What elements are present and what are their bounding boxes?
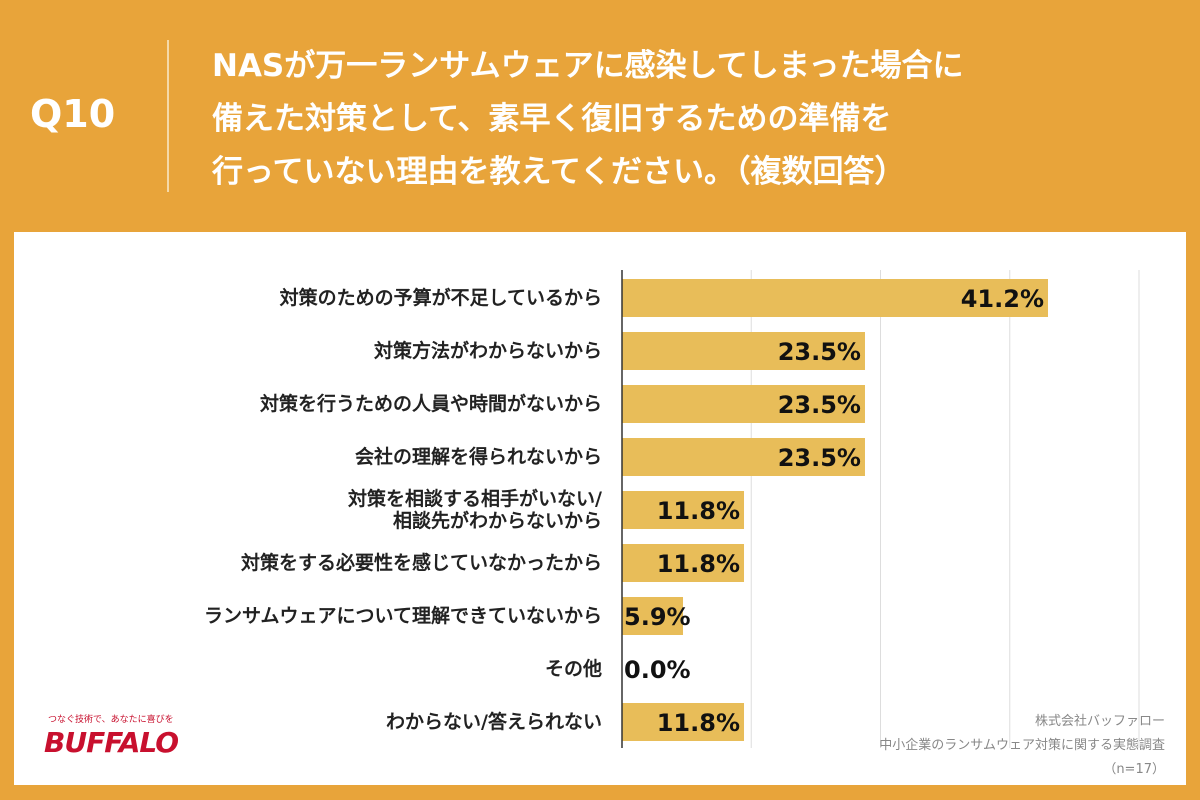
bar [622,703,745,741]
source-note: （n=17） [1103,762,1165,777]
y-tick-label: 対策を相談する相手がいない/ 相談先がわからないから [348,488,602,532]
value-label: 11.8% [657,709,740,737]
brand-tagline: つなぐ技術で、あなたに喜びを [48,715,174,725]
source-note: 中小企業のランサムウェア対策に関する実態調査 [879,738,1165,753]
y-tick-label: 対策のための予算が不足しているから [279,287,602,309]
y-tick-label: 対策方法がわからないから [373,340,602,362]
divider [167,40,169,192]
y-tick-label: 対策を行うための人員や時間がないから [259,393,602,415]
bar [622,332,865,370]
bar [622,279,1049,317]
title: NASが万一ランサムウェアに感染してしまった場合に 備えた対策として、素早く復旧… [212,48,964,190]
value-label: 11.8% [657,550,740,578]
bar [622,597,684,635]
bar [622,491,745,529]
value-label: 23.5% [778,338,861,366]
bar [622,544,745,582]
y-tick-label: 会社の理解を得られないから [354,446,602,468]
y-tick-label: その他 [544,658,602,680]
bar [622,385,865,423]
value-label: 41.2% [961,285,1044,313]
value-label: 0.0% [624,656,691,684]
source-note: 株式会社バッファロー [1034,714,1165,729]
panel [14,232,1186,785]
value-label: 5.9% [624,603,691,631]
bar [622,438,865,476]
question-label: Q10 [30,92,116,136]
y-tick-label: ランサムウェアについて理解できていないから [203,605,602,627]
value-label: 23.5% [778,391,861,419]
y-tick-label: わからない/答えられない [386,711,602,733]
value-label: 23.5% [778,444,861,472]
brand-logo: BUFFALO [44,726,179,759]
y-tick-label: 対策をする必要性を感じていなかったから [240,552,602,574]
value-label: 11.8% [657,497,740,525]
